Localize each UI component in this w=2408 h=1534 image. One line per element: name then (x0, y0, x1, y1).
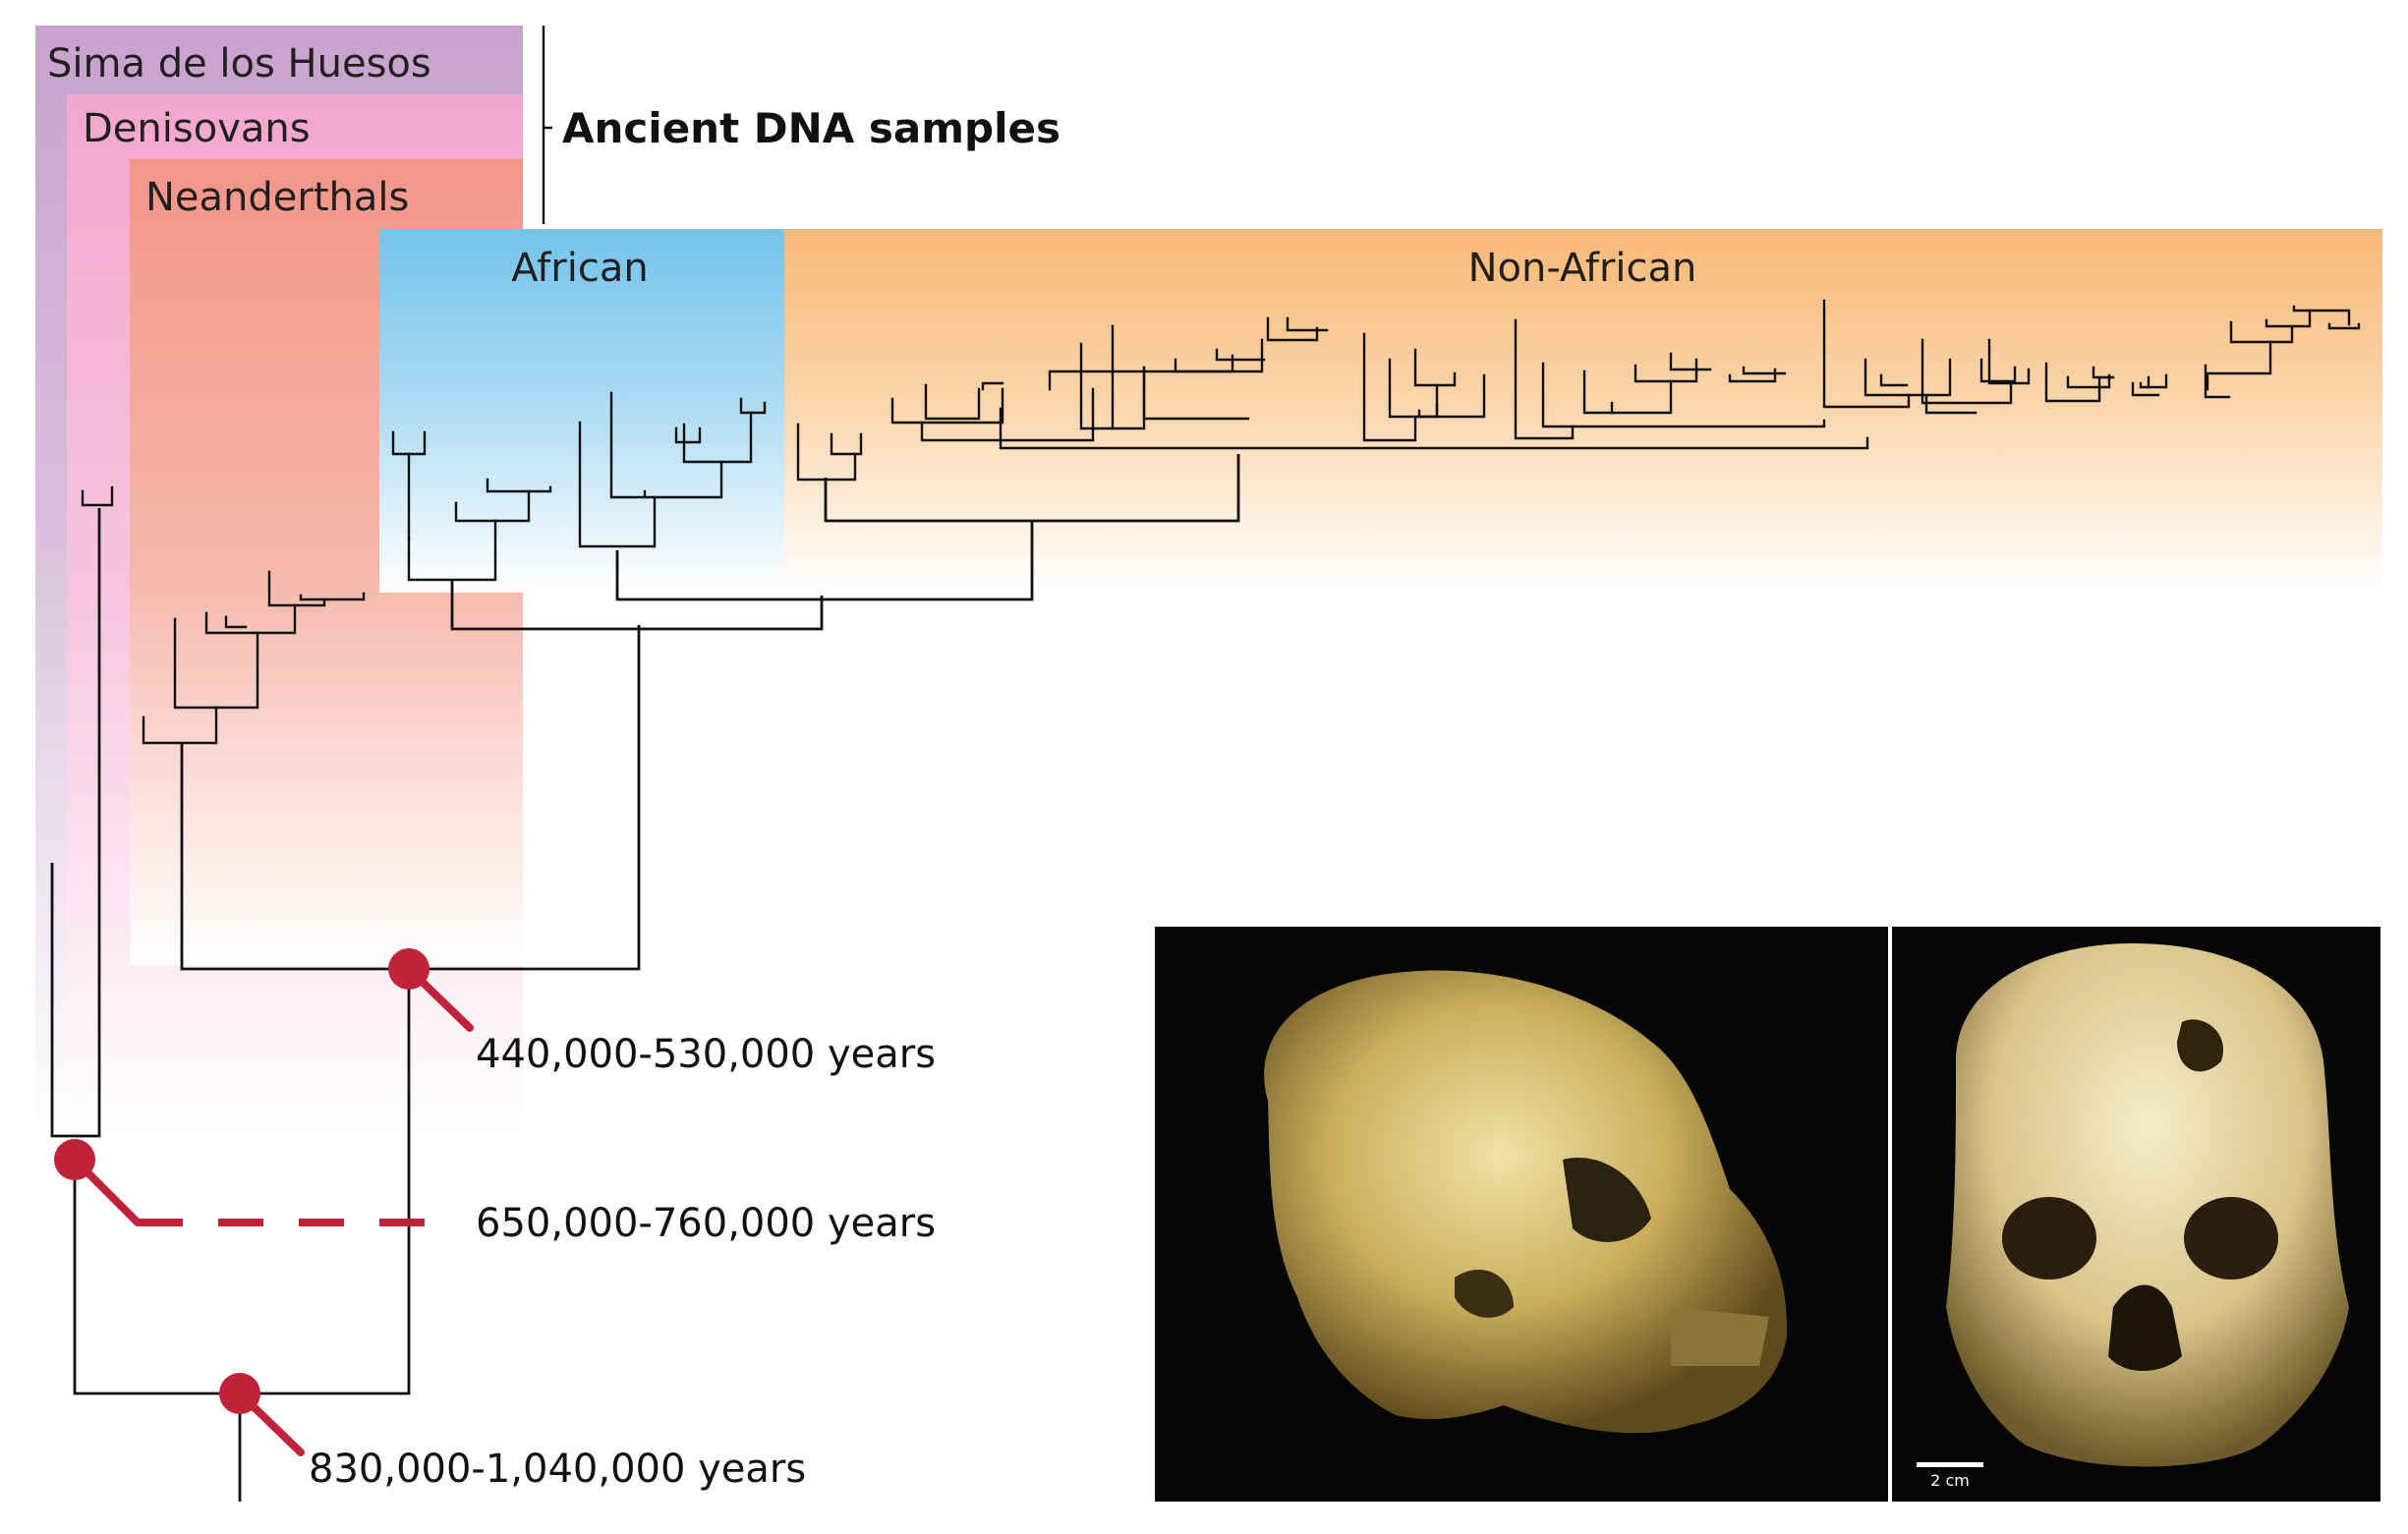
ancient-dna-bracket (542, 26, 552, 224)
skull-front-photo: 2 cm (1892, 927, 2380, 1502)
skull-side-photo (1155, 927, 1888, 1502)
date-label-denisovan-split: 650,000-760,000 years (476, 1201, 936, 1246)
denisovan-label: Denisovans (83, 106, 311, 151)
non-african-clade (796, 299, 2361, 482)
neanderthal-label: Neanderthals (145, 175, 409, 220)
denisovan-clade (81, 485, 114, 507)
date-label-root-split: 830,000-1,040,000 years (309, 1447, 806, 1492)
marker-denisovan-split (54, 1139, 458, 1226)
ancient-dna-label: Ancient DNA samples (562, 104, 1061, 152)
marker-root-split (219, 1373, 305, 1456)
african-band (379, 229, 784, 593)
african-clade (391, 391, 767, 582)
scale-bar (1917, 1462, 1983, 1467)
african-label: African (511, 246, 648, 291)
date-label-modern-neanderthal: 440,000-530,000 years (476, 1032, 936, 1077)
sima-label: Sima de los Huesos (47, 41, 431, 86)
neanderthal-clade (142, 570, 366, 745)
non-african-label: Non-African (1468, 246, 1697, 291)
scale-bar-label: 2 cm (1930, 1471, 1970, 1490)
marker-modern-neanderthal (388, 948, 474, 1032)
